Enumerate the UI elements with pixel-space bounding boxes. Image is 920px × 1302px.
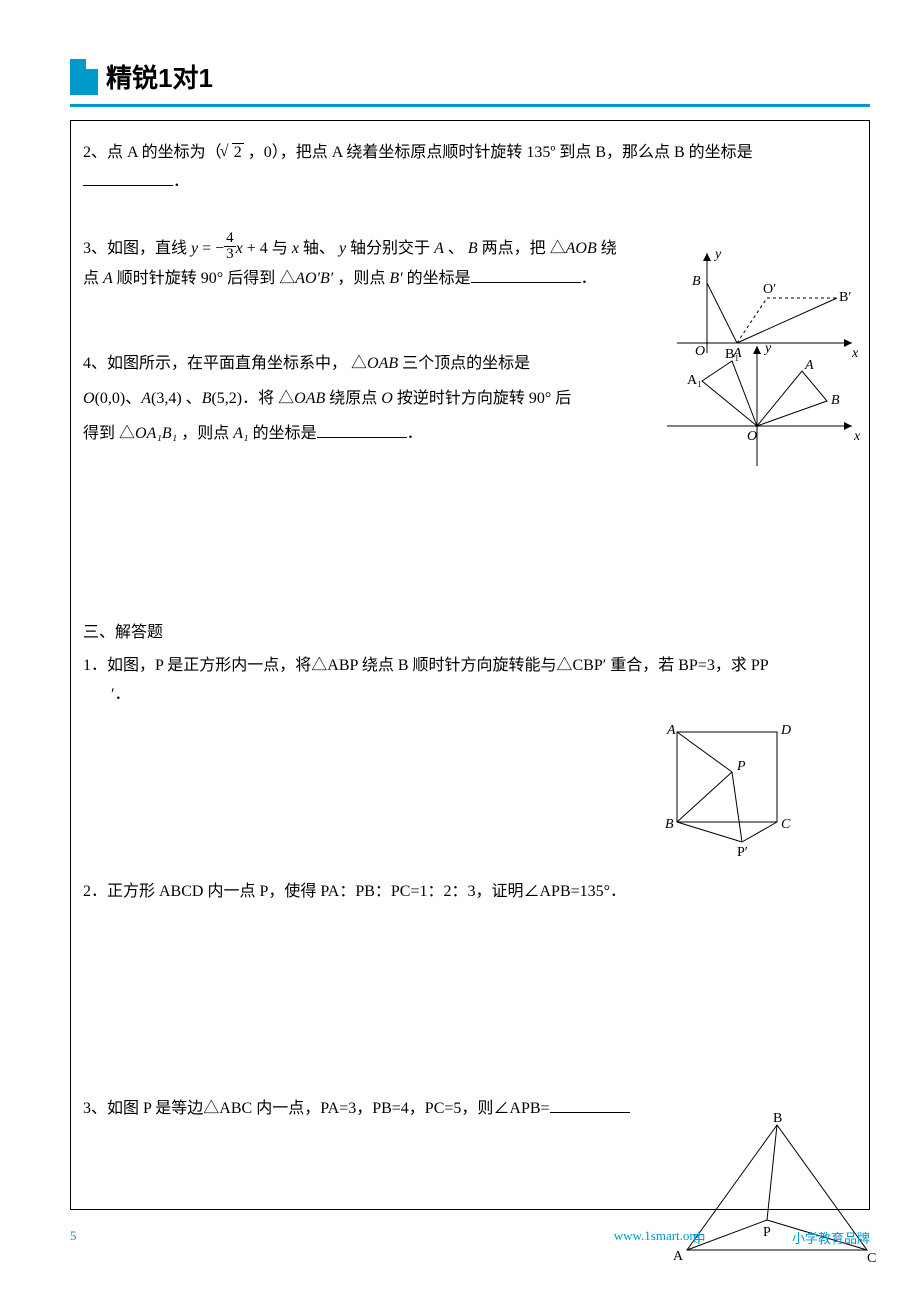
- q3-t3: 轴分别交于: [346, 240, 434, 257]
- header-rule: [70, 104, 870, 107]
- s3q3-a: 3、如图 P 是等边△ABC 内一点，PA=3，PB=4，PC=5，则∠APB=: [83, 1100, 550, 1117]
- q3-B: B: [468, 240, 478, 257]
- page-header: 精锐1对1: [70, 58, 213, 95]
- svg-text:y: y: [763, 341, 772, 356]
- svg-text:O: O: [747, 429, 757, 444]
- q3-t4: 、: [444, 240, 468, 257]
- section3-q3: 3、如图 P 是等边△ABC 内一点，PA=3，PB=4，PC=5，则∠APB=…: [83, 1095, 857, 1124]
- q3-t1: 3、如图，直线: [83, 240, 191, 257]
- question-2: 2、点 A 的坐标为（2 ，0），把点 A 绕着坐标原点顺时针旋转 135º 到…: [83, 139, 857, 197]
- svg-text:B: B: [773, 1111, 782, 1126]
- q3-neg: = −: [198, 240, 224, 257]
- s3q1-a: 1．如图，P 是正方形内一点，将△ABP 绕点 B 顺时针方向旋转能与△CBP′…: [83, 657, 769, 674]
- q4-OAB: OAB: [367, 355, 398, 372]
- q3-t5: 两点，把 △: [478, 240, 566, 257]
- q3-rest: + 4 与: [243, 240, 292, 257]
- q3-x2: x: [292, 240, 299, 257]
- question-3: 3、如图，直线 y = −43x + 4 与 x 轴、 y 轴分别交于 A 、 …: [83, 233, 857, 294]
- svg-text:D: D: [780, 723, 791, 738]
- q3-t2: 轴、: [299, 240, 339, 257]
- q4-O2: O: [381, 390, 393, 407]
- q3-l2b: 顺时针旋转 90° 后得到 △: [113, 270, 295, 287]
- content-frame: 2、点 A 的坐标为（2 ，0），把点 A 绕着坐标原点顺时针旋转 135º 到…: [70, 120, 870, 1210]
- svg-text:C: C: [781, 817, 791, 832]
- svg-text:B: B: [692, 274, 701, 289]
- svg-text:B₁: B₁: [725, 347, 739, 362]
- svg-text:B: B: [665, 817, 674, 832]
- q3-A2: A: [103, 270, 113, 287]
- q3-y2: y: [339, 240, 346, 257]
- q3-A: A: [434, 240, 444, 257]
- question-4: 4、如图所示，在平面直角坐标系中， △OAB 三个顶点的坐标是 O(0,0)、A…: [83, 346, 857, 452]
- svg-text:P: P: [736, 759, 746, 774]
- section3-q2: 2．正方形 ABCD 内一点 P，使得 PA：PB：PC=1：2：3，证明∠AP…: [83, 878, 857, 907]
- q4-period: ．: [407, 425, 423, 442]
- q4-Bc: (5,2)．将 △: [211, 390, 294, 407]
- sqrt-icon: 2: [222, 139, 244, 168]
- answer-blank: [550, 1112, 630, 1113]
- q2-text-b: ，0），把点 A 绕着坐标原点顺时针旋转 135º 到点 B，那么点 B 的坐标…: [244, 144, 753, 161]
- logo-icon: [70, 59, 98, 95]
- q4-A1: A₁: [233, 425, 248, 442]
- svg-text:B′: B′: [839, 290, 851, 305]
- q4-l3b: ，则点: [177, 425, 233, 442]
- page-number: 5: [70, 1228, 77, 1243]
- footer-site: www.1smart.org: [614, 1228, 700, 1244]
- svg-text:B: B: [831, 393, 840, 408]
- svg-text:C: C: [867, 1251, 876, 1266]
- q4-l3a: 得到 △: [83, 425, 135, 442]
- svg-text:A: A: [804, 358, 814, 373]
- q4-O: O: [83, 390, 95, 407]
- q4-t4: 按逆时针方向旋转 90° 后: [393, 390, 571, 407]
- q3-t6: 绕: [597, 240, 617, 257]
- q2-period: ．: [173, 173, 189, 190]
- q4-OA1B1: OA₁B₁: [135, 425, 177, 442]
- page-footer: 5 www.1smart.org 中 小学教育品牌: [70, 1228, 870, 1244]
- section3-q1: 1．如图，P 是正方形内一点，将△ABP 绕点 B 顺时针方向旋转能与△CBP′…: [83, 652, 857, 710]
- q3-l2d: 的坐标是: [403, 270, 471, 287]
- footer-tagline: 中 小学教育品牌: [692, 1228, 870, 1247]
- svg-text:P′: P′: [737, 845, 748, 860]
- svg-text:A: A: [666, 723, 676, 738]
- answer-blank: [83, 185, 173, 186]
- q4-Oc: (0,0)、: [95, 390, 142, 407]
- fraction-icon: 43: [224, 231, 236, 264]
- svg-text:y: y: [713, 247, 722, 262]
- q4-t3: 绕原点: [325, 390, 381, 407]
- svg-text:A₁: A₁: [687, 373, 702, 388]
- q4-B: B: [202, 390, 212, 407]
- q4-t1: 4、如图所示，在平面直角坐标系中， △: [83, 355, 367, 372]
- q4-A: A: [141, 390, 151, 407]
- q3-period: ．: [581, 270, 597, 287]
- q3-l2a: 点: [83, 270, 103, 287]
- brand-text: 精锐1对1: [106, 58, 213, 95]
- q3-AOB2: AO′B′: [295, 270, 333, 287]
- s3q1-b: ′．: [83, 686, 131, 703]
- q4-Ac: (3,4) 、: [151, 390, 202, 407]
- q3-l2c: ，则点: [333, 270, 389, 287]
- q4-figure: O A B A₁ B₁ x y: [657, 336, 867, 476]
- q3-x1: x: [236, 240, 243, 257]
- q3-Bp: B′: [389, 270, 402, 287]
- q4-OAB2: OAB: [294, 390, 325, 407]
- q3-AOB: AOB: [566, 240, 597, 257]
- q2-text-a: 2、点 A 的坐标为（: [83, 144, 222, 161]
- svg-text:O′: O′: [763, 282, 776, 297]
- q4-t2: 三个顶点的坐标是: [398, 355, 530, 372]
- q4-l3c: 的坐标是: [249, 425, 317, 442]
- answer-blank: [471, 282, 581, 283]
- s3q1-figure: A D B C P P′: [657, 722, 807, 862]
- section-3-title: 三、解答题: [83, 619, 857, 648]
- answer-blank: [317, 437, 407, 438]
- svg-text:x: x: [853, 429, 861, 444]
- svg-text:A: A: [673, 1249, 684, 1264]
